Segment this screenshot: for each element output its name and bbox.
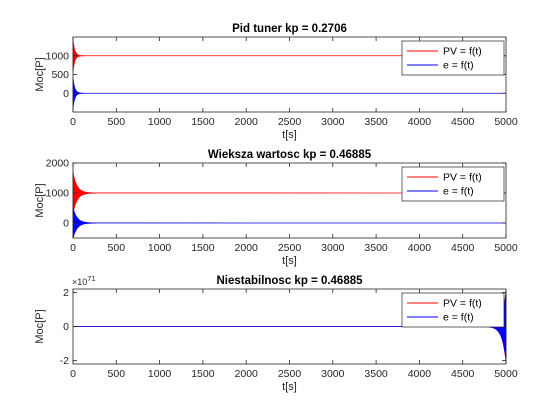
x-tick-label: 4500 [451, 368, 475, 380]
x-tick-label: 4000 [408, 116, 432, 128]
x-tick-label: 2500 [278, 242, 302, 254]
y-exponent-label: ×1071 [72, 274, 96, 287]
chart-title: Wieksza wartosc kp = 0.46885 [208, 149, 372, 161]
x-tick-label: 2000 [235, 116, 259, 128]
x-tick-label: 1500 [191, 368, 215, 380]
legend-box [401, 292, 505, 328]
legend-entry: e = f(t) [443, 312, 474, 324]
x-tick-label: 4500 [451, 242, 475, 254]
x-tick-label: 5000 [494, 368, 518, 380]
x-axis-label: t[s] [282, 381, 297, 393]
x-tick-label: 500 [108, 242, 126, 254]
x-tick-label: 4000 [408, 242, 432, 254]
x-tick-label: 4000 [408, 368, 432, 380]
x-tick-label: 1500 [191, 116, 215, 128]
legend: PV = f(t) e = f(t) [401, 166, 505, 202]
x-tick-label: 3000 [321, 116, 345, 128]
x-tick-label: 2000 [235, 242, 259, 254]
x-tick-label: 1500 [191, 242, 215, 254]
legend: PV = f(t) e = f(t) [401, 292, 505, 328]
legend-entry: PV = f(t) [443, 298, 482, 310]
y-tick-label: -2 [60, 355, 69, 367]
y-tick-label: 500 [51, 69, 69, 81]
x-tick-label: 3500 [364, 368, 388, 380]
x-tick-label: 2500 [278, 368, 302, 380]
y-tick-label: 2 [63, 287, 69, 299]
y-tick-label: 2000 [46, 158, 70, 170]
x-tick-label: 3000 [321, 242, 345, 254]
x-tick-label: 0 [70, 368, 76, 380]
x-tick-label: 500 [108, 368, 126, 380]
y-tick-label: 0 [63, 321, 69, 333]
x-tick-label: 500 [108, 116, 126, 128]
x-tick-label: 0 [70, 116, 76, 128]
x-tick-label: 5000 [494, 116, 518, 128]
y-axis-label: Moc[P] [34, 183, 46, 217]
subplot-1: 0 500 1000 1500 2000 2500 3000 3500 4000 4500 5000… [34, 23, 518, 141]
y-tick-label: 0 [63, 88, 69, 100]
x-tick-label: 3500 [364, 242, 388, 254]
legend-box [401, 40, 505, 76]
legend: PV = f(t) e = f(t) [401, 40, 505, 76]
y-tick-label: 1000 [46, 50, 70, 62]
x-tick-label: 0 [70, 242, 76, 254]
legend-entry: PV = f(t) [443, 46, 482, 58]
y-axis-label: Moc[P] [34, 57, 46, 91]
x-tick-label: 1000 [148, 242, 172, 254]
x-tick-label: 2500 [278, 116, 302, 128]
x-tick-label: 3500 [364, 116, 388, 128]
legend-entry: e = f(t) [443, 186, 474, 198]
legend-box [401, 166, 505, 202]
x-axis-label: t[s] [282, 255, 297, 267]
chart-title: Niestabilnosc kp = 0.46885 [216, 275, 363, 287]
x-tick-label: 2000 [235, 368, 259, 380]
x-tick-label: 5000 [494, 242, 518, 254]
y-tick-label: 1000 [46, 188, 70, 200]
x-tick-label: 3000 [321, 368, 345, 380]
x-tick-label: 4500 [451, 116, 475, 128]
x-tick-label: 1000 [148, 368, 172, 380]
chart-title: Pid tuner kp = 0.2706 [232, 23, 347, 35]
x-axis-label: t[s] [282, 129, 297, 141]
y-axis-label: Moc[P] [34, 309, 46, 343]
x-tick-label: 1000 [148, 116, 172, 128]
y-tick-label: 0 [63, 218, 69, 230]
subplot-3: 0 500 1000 1500 2000 2500 3000 3500 4000 4500 5000… [34, 274, 518, 393]
legend-entry: e = f(t) [443, 60, 474, 72]
subplot-2: 0 500 1000 1500 2000 2500 3000 3500 4000 4500 5000… [34, 149, 518, 267]
legend-entry: PV = f(t) [443, 172, 482, 184]
